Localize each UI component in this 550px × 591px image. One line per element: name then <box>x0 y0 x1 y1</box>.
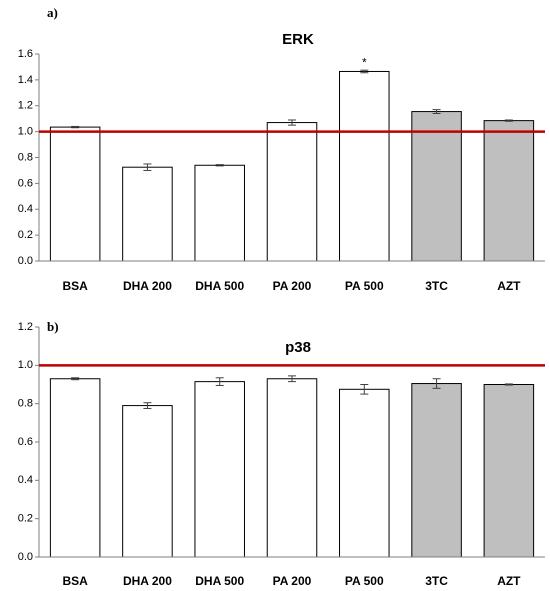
x-category-label: 3TC <box>425 574 448 588</box>
x-category-label: DHA 200 <box>123 574 172 588</box>
y-tick-label: 0.6 <box>18 436 33 448</box>
y-tick-label: 1.6 <box>18 48 33 60</box>
y-tick-label: 1.0 <box>18 126 33 138</box>
significance-marker: * <box>362 55 367 69</box>
x-category-label: BSA <box>62 279 88 293</box>
bar-azt <box>483 384 535 558</box>
y-tick-label: 0.4 <box>18 203 33 215</box>
bar-azt <box>483 120 535 262</box>
y-tick-label: 1.0 <box>18 359 33 371</box>
bar-bsa <box>49 126 101 262</box>
bar-3tc <box>411 111 462 262</box>
bar-pa-200 <box>266 122 318 262</box>
x-category-label: PA 200 <box>273 574 312 588</box>
x-category-label: DHA 500 <box>195 279 244 293</box>
x-category-label: AZT <box>497 279 521 293</box>
y-tick-label: 0.4 <box>18 474 33 486</box>
x-category-label: PA 200 <box>273 279 312 293</box>
x-category-label: PA 500 <box>345 279 384 293</box>
x-category-label: DHA 200 <box>123 279 172 293</box>
chart-title: ERK <box>282 31 314 48</box>
x-category-label: BSA <box>62 574 88 588</box>
bar-pa-500 <box>339 388 390 558</box>
x-category-label: 3TC <box>425 279 448 293</box>
bar-dha-200 <box>122 166 173 262</box>
bar-3tc <box>411 383 462 558</box>
y-tick-label: 0.0 <box>18 255 33 267</box>
panel-label: a) <box>47 5 58 20</box>
bar-pa-500 <box>339 70 390 262</box>
bar-pa-200 <box>266 378 318 558</box>
y-tick-label: 1.2 <box>18 100 33 112</box>
y-tick-label: 0.6 <box>18 177 33 189</box>
bar-dha-200 <box>122 405 173 558</box>
y-tick-label: 1.2 <box>18 321 33 333</box>
bar-bsa <box>49 378 101 558</box>
y-tick-label: 0.2 <box>18 229 33 241</box>
y-tick-label: 0.8 <box>18 398 33 410</box>
bar-dha-500 <box>194 381 245 558</box>
chart-title: p38 <box>285 339 311 356</box>
x-category-label: PA 500 <box>345 574 384 588</box>
x-category-label: DHA 500 <box>195 574 244 588</box>
x-category-label: AZT <box>497 574 521 588</box>
chart-panel-2: b) p38 0.0 0.2 0.4 0.6 0.8 1.0 1.2 BSA DHA 200 DHA … <box>18 319 545 588</box>
y-tick-label: 0.2 <box>18 513 33 525</box>
chart-panel-1: a) ERK 0.0 0.2 0.4 0.6 0.8 1.0 1.2 1.4 1.6 BSA DHA 2… <box>18 5 545 293</box>
y-tick-label: 0.0 <box>18 551 33 563</box>
y-tick-label: 0.8 <box>18 151 33 163</box>
panel-label: b) <box>47 319 59 334</box>
y-tick-label: 1.4 <box>18 74 33 86</box>
bar-dha-500 <box>194 164 245 262</box>
